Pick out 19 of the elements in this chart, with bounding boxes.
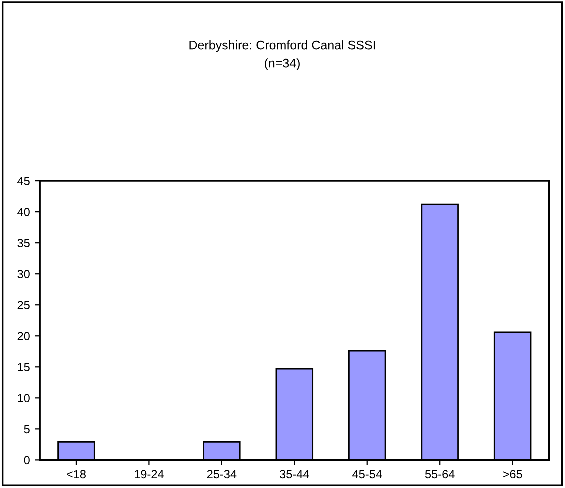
y-tick-label: 40 — [18, 208, 30, 216]
x-tick-label: 35-44 — [280, 470, 310, 479]
y-tick-label: 5 — [24, 425, 30, 434]
x-tick-label: >65 — [503, 470, 522, 479]
y-tick-label: 15 — [18, 363, 30, 372]
x-tick-label: 55-64 — [425, 470, 455, 479]
x-tick-label: 45-54 — [352, 470, 382, 479]
y-tick-label: 30 — [18, 270, 30, 278]
y-tick-label: 10 — [18, 394, 30, 403]
y-tick-label: 35 — [18, 239, 30, 248]
chart-subtitle: (n=34) — [265, 58, 300, 70]
y-tick-label: 25 — [18, 301, 30, 310]
y-tick-label: 45 — [18, 177, 30, 186]
x-tick-label: 19-24 — [135, 470, 164, 479]
y-tick-label: 0 — [24, 456, 30, 465]
y-tick-label: 20 — [18, 332, 30, 341]
chart-title: Derbyshire: Cromford Canal SSSI — [190, 40, 376, 52]
x-tick-label: <18 — [67, 470, 86, 479]
x-tick-label: 25-34 — [207, 470, 237, 479]
